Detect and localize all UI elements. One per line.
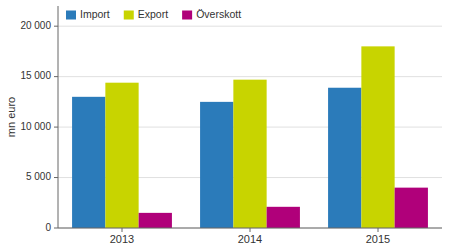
bar xyxy=(72,97,105,228)
x-tick xyxy=(122,228,123,232)
x-tick-label: 2014 xyxy=(238,233,262,245)
bar xyxy=(267,207,300,228)
y-tick xyxy=(54,26,58,27)
x-tick xyxy=(250,228,251,232)
y-axis-line xyxy=(58,6,59,228)
legend-swatch xyxy=(66,11,76,20)
bar xyxy=(395,188,428,228)
y-tick-label: 20 000 xyxy=(20,20,51,31)
y-tick-label: 10 000 xyxy=(20,121,51,132)
x-tick-label: 2015 xyxy=(366,233,390,245)
bar xyxy=(200,102,233,228)
x-tick xyxy=(378,228,379,232)
y-tick-label: 5 000 xyxy=(26,171,51,182)
bars xyxy=(72,46,428,228)
grid-line xyxy=(58,26,442,27)
legend-swatch xyxy=(182,11,192,20)
y-tick xyxy=(54,228,58,229)
bar xyxy=(233,80,266,228)
y-axis-label: mn euro xyxy=(5,97,17,137)
legend-swatch xyxy=(124,11,134,20)
y-tick-label: 0 xyxy=(45,222,51,233)
bar xyxy=(139,213,172,228)
x-tick-label: 2013 xyxy=(110,233,134,245)
legend: Import Export Överskott xyxy=(66,8,241,20)
legend-label: Överskott xyxy=(196,8,241,20)
y-tick xyxy=(54,177,58,178)
legend-label: Export xyxy=(138,8,168,20)
y-tick-label: 15 000 xyxy=(20,70,51,81)
bar xyxy=(361,46,394,228)
legend-label: Import xyxy=(80,8,110,20)
chart: 0 5 000 10 000 15 000 20 000 mn euro 2013 2014 2… xyxy=(0,0,454,252)
y-tick xyxy=(54,127,58,128)
bar xyxy=(105,83,138,228)
y-tick xyxy=(54,76,58,77)
bar xyxy=(328,88,361,228)
y-axis: 0 5 000 10 000 15 000 20 000 xyxy=(20,20,442,233)
